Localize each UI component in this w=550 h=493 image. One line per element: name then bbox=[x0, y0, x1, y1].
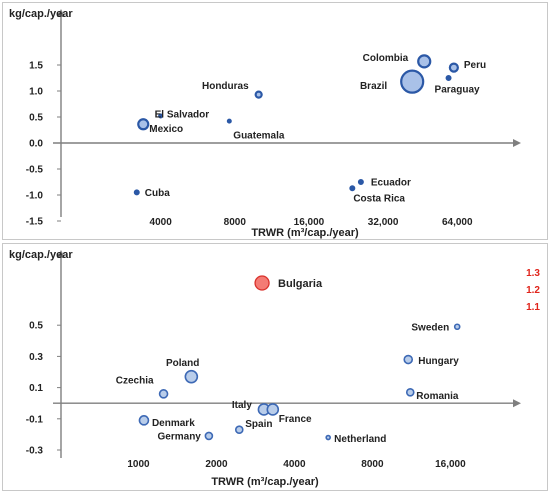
data-point-guatemala bbox=[226, 118, 232, 124]
y-tick-label: 1.5 bbox=[29, 61, 43, 72]
y-tick-label: -1.0 bbox=[26, 191, 44, 202]
data-point-czechia bbox=[158, 389, 169, 399]
x-tick-label: 8000 bbox=[361, 459, 384, 470]
data-label-honduras: Honduras bbox=[202, 81, 249, 92]
x-tick-label: 2000 bbox=[205, 459, 228, 470]
x-tick-label: 4000 bbox=[150, 217, 173, 228]
y-axis-arrow bbox=[57, 9, 65, 17]
y-tick-label: 1.0 bbox=[29, 87, 43, 98]
data-point-bulgaria bbox=[254, 275, 270, 291]
data-point-germany bbox=[204, 431, 214, 441]
chart-panel-top: -1.5 -1.0 -0.5 0.0 0.5 1.0 1.5 4000 8000 16,000 32… bbox=[2, 2, 548, 240]
x-axis-title: TRWR (m³/cap./year) bbox=[251, 227, 359, 239]
y-tick-label: -1.5 bbox=[26, 217, 44, 228]
data-label-colombia: Colombia bbox=[363, 53, 409, 64]
data-label-bulgaria: Bulgaria bbox=[278, 278, 323, 290]
data-point-el-salvador bbox=[158, 113, 164, 119]
data-point-peru bbox=[448, 62, 459, 73]
data-point-honduras bbox=[254, 90, 263, 99]
data-label-poland: Poland bbox=[166, 358, 199, 369]
y-tick-label: 0.5 bbox=[29, 113, 43, 124]
y-tick-label: -0.3 bbox=[26, 446, 44, 457]
data-label-peru: Peru bbox=[464, 60, 486, 71]
data-point-sweden bbox=[453, 323, 461, 331]
data-label-cuba: Cuba bbox=[145, 188, 170, 199]
x-tick-label: 8000 bbox=[224, 217, 247, 228]
data-label-italy: Italy bbox=[232, 400, 252, 411]
data-label-germany: Germany bbox=[158, 431, 202, 442]
data-label-czechia: Czechia bbox=[116, 375, 154, 386]
data-point-brazil bbox=[400, 69, 425, 94]
y-tick-label: -0.5 bbox=[26, 165, 44, 176]
x-axis-arrow bbox=[513, 399, 521, 408]
data-point-spain bbox=[234, 425, 244, 435]
data-point-netherland bbox=[325, 434, 331, 441]
data-point-paraguay bbox=[445, 75, 452, 81]
data-point-hungary bbox=[403, 354, 414, 365]
y-axis-title: kg/cap./year bbox=[9, 249, 73, 261]
data-point-romania bbox=[405, 387, 415, 397]
data-label-spain: Spain bbox=[245, 419, 272, 430]
x-tick-label: 1000 bbox=[127, 459, 150, 470]
data-point-cuba bbox=[133, 189, 140, 196]
data-label-romania: Romania bbox=[416, 391, 459, 402]
y-tick-label: 0.5 bbox=[29, 321, 43, 332]
off-scale-value: 1.3 bbox=[526, 268, 540, 279]
data-label-guatemala: Guatemala bbox=[233, 131, 285, 142]
data-label-costa-rica: Costa Rica bbox=[353, 194, 405, 205]
x-tick-label: 16,000 bbox=[435, 459, 466, 470]
data-point-costa-rica bbox=[349, 185, 356, 192]
data-label-netherland: Netherland bbox=[334, 434, 386, 445]
data-point-france bbox=[266, 403, 280, 416]
data-label-mexico: Mexico bbox=[149, 124, 183, 135]
off-scale-value: 1.1 bbox=[526, 302, 540, 313]
y-tick-label: -0.1 bbox=[26, 414, 44, 425]
data-point-colombia bbox=[417, 54, 432, 69]
data-label-sweden: Sweden bbox=[411, 322, 449, 333]
data-label-france: France bbox=[279, 414, 312, 425]
data-label-ecuador: Ecuador bbox=[371, 178, 411, 189]
data-label-el-salvador: El Salvador bbox=[155, 109, 210, 120]
x-tick-label: 32,000 bbox=[368, 217, 399, 228]
data-label-brazil: Brazil bbox=[360, 81, 387, 92]
data-label-hungary: Hungary bbox=[418, 356, 459, 367]
x-tick-label: 16,000 bbox=[294, 217, 325, 228]
off-scale-value: 1.2 bbox=[526, 285, 540, 296]
y-axis-title: kg/cap./year bbox=[9, 8, 73, 20]
y-tick-label: 0.0 bbox=[29, 139, 43, 150]
data-point-denmark bbox=[138, 415, 150, 426]
y-axis-arrow bbox=[57, 250, 65, 258]
x-tick-label: 64,000 bbox=[442, 217, 473, 228]
y-tick-label: 0.3 bbox=[29, 352, 43, 363]
y-tick-label: 0.1 bbox=[29, 383, 43, 394]
data-point-poland bbox=[184, 369, 199, 384]
x-axis-title: TRWR (m³/cap./year) bbox=[211, 476, 319, 488]
data-label-paraguay: Paraguay bbox=[435, 85, 480, 96]
data-point-ecuador bbox=[357, 179, 364, 185]
chart-panel-bottom: -0.3 -0.1 0.1 0.3 0.5 1000 2000 4000 8000 16,000 … bbox=[2, 243, 548, 491]
x-axis-arrow bbox=[513, 139, 521, 147]
scatter-chart-top: -1.5 -1.0 -0.5 0.0 0.5 1.0 1.5 4000 8000 16,000 32… bbox=[9, 8, 521, 239]
data-label-denmark: Denmark bbox=[152, 418, 195, 429]
data-point-mexico bbox=[137, 118, 150, 131]
x-tick-label: 4000 bbox=[283, 459, 306, 470]
